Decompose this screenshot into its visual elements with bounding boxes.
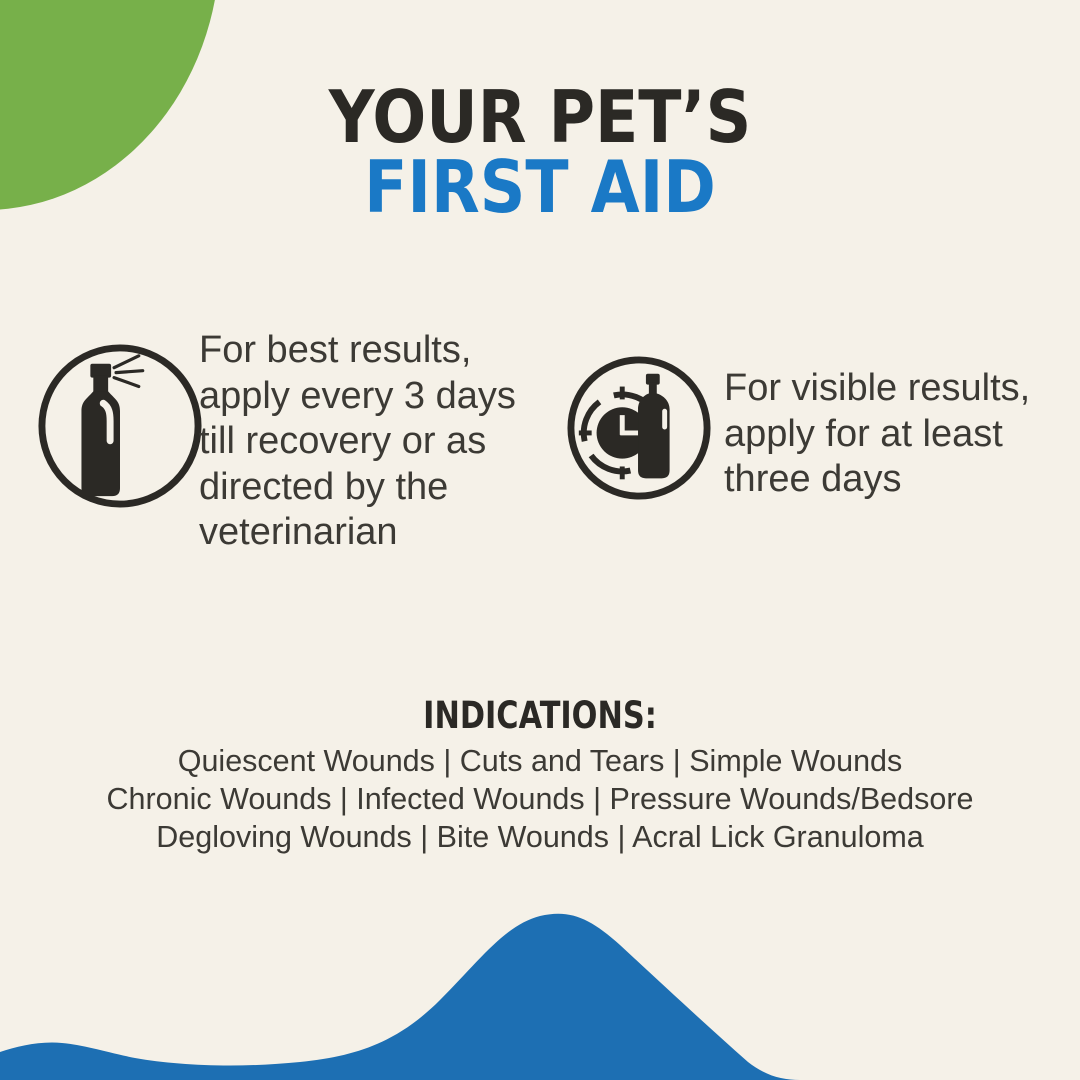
page-title: YOUR PET’S FIRST AID bbox=[0, 75, 1080, 229]
spray-bottle-icon bbox=[38, 344, 202, 508]
green-blob-shape bbox=[0, 0, 215, 210]
usage-tip-text-1: For best results, apply every 3 days til… bbox=[199, 329, 516, 553]
indications-heading: INDICATIONS: bbox=[423, 694, 657, 737]
indications-list: Quiescent Wounds | Cuts and Tears | Simp… bbox=[0, 742, 1080, 857]
indication-line: Degloving Wounds | Bite Wounds | Acral L… bbox=[156, 820, 924, 855]
clock-bottle-icon bbox=[567, 356, 711, 500]
indication-line: Quiescent Wounds | Cuts and Tears | Simp… bbox=[177, 744, 903, 778]
usage-tip-text-2: For visible results, apply for at least … bbox=[724, 367, 1031, 500]
wave-shape bbox=[0, 913, 800, 1080]
title-line-2: FIRST AID bbox=[364, 145, 716, 229]
title-line-1: YOUR PET’S bbox=[328, 75, 752, 159]
indication-line: Chronic Wounds | Infected Wounds | Press… bbox=[106, 782, 974, 817]
